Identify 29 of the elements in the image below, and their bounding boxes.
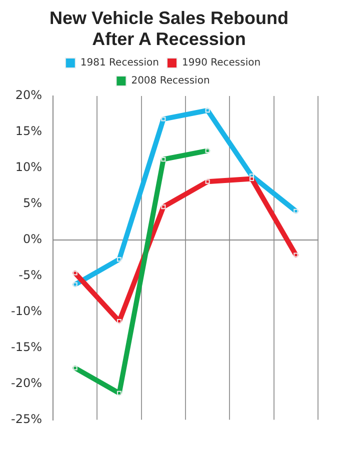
point (72, 282, 78, 287)
y-tick-label: -5% (18, 268, 42, 282)
y-tick-label: 10% (15, 160, 42, 174)
point (205, 179, 210, 184)
point (72, 270, 78, 276)
y-tick-label: -25% (10, 412, 42, 426)
point (294, 208, 298, 214)
point (161, 157, 166, 162)
point (116, 390, 122, 396)
point (205, 148, 210, 153)
legend-label: 2008 Recession (131, 76, 210, 87)
point (205, 108, 210, 113)
y-tick-label: -20% (10, 376, 42, 390)
y-tick-label: -10% (10, 304, 42, 318)
point (161, 116, 166, 122)
legend-label: 1981 Recession (80, 58, 160, 69)
point (249, 176, 254, 182)
y-tick-label: 15% (15, 124, 42, 138)
chart-title: New Vehicle Sales Rebound After A Recession (48, 8, 290, 50)
y-tick-label: 20% (15, 88, 42, 102)
y-tick-label: 0% (22, 232, 42, 246)
y-tick-label: 5% (22, 196, 42, 210)
point (161, 204, 166, 210)
point (116, 318, 122, 324)
legend-label: 1990 Recession (182, 58, 261, 69)
point (116, 257, 122, 262)
point (72, 366, 78, 370)
y-tick-label: -15% (10, 340, 42, 354)
point (294, 252, 298, 258)
